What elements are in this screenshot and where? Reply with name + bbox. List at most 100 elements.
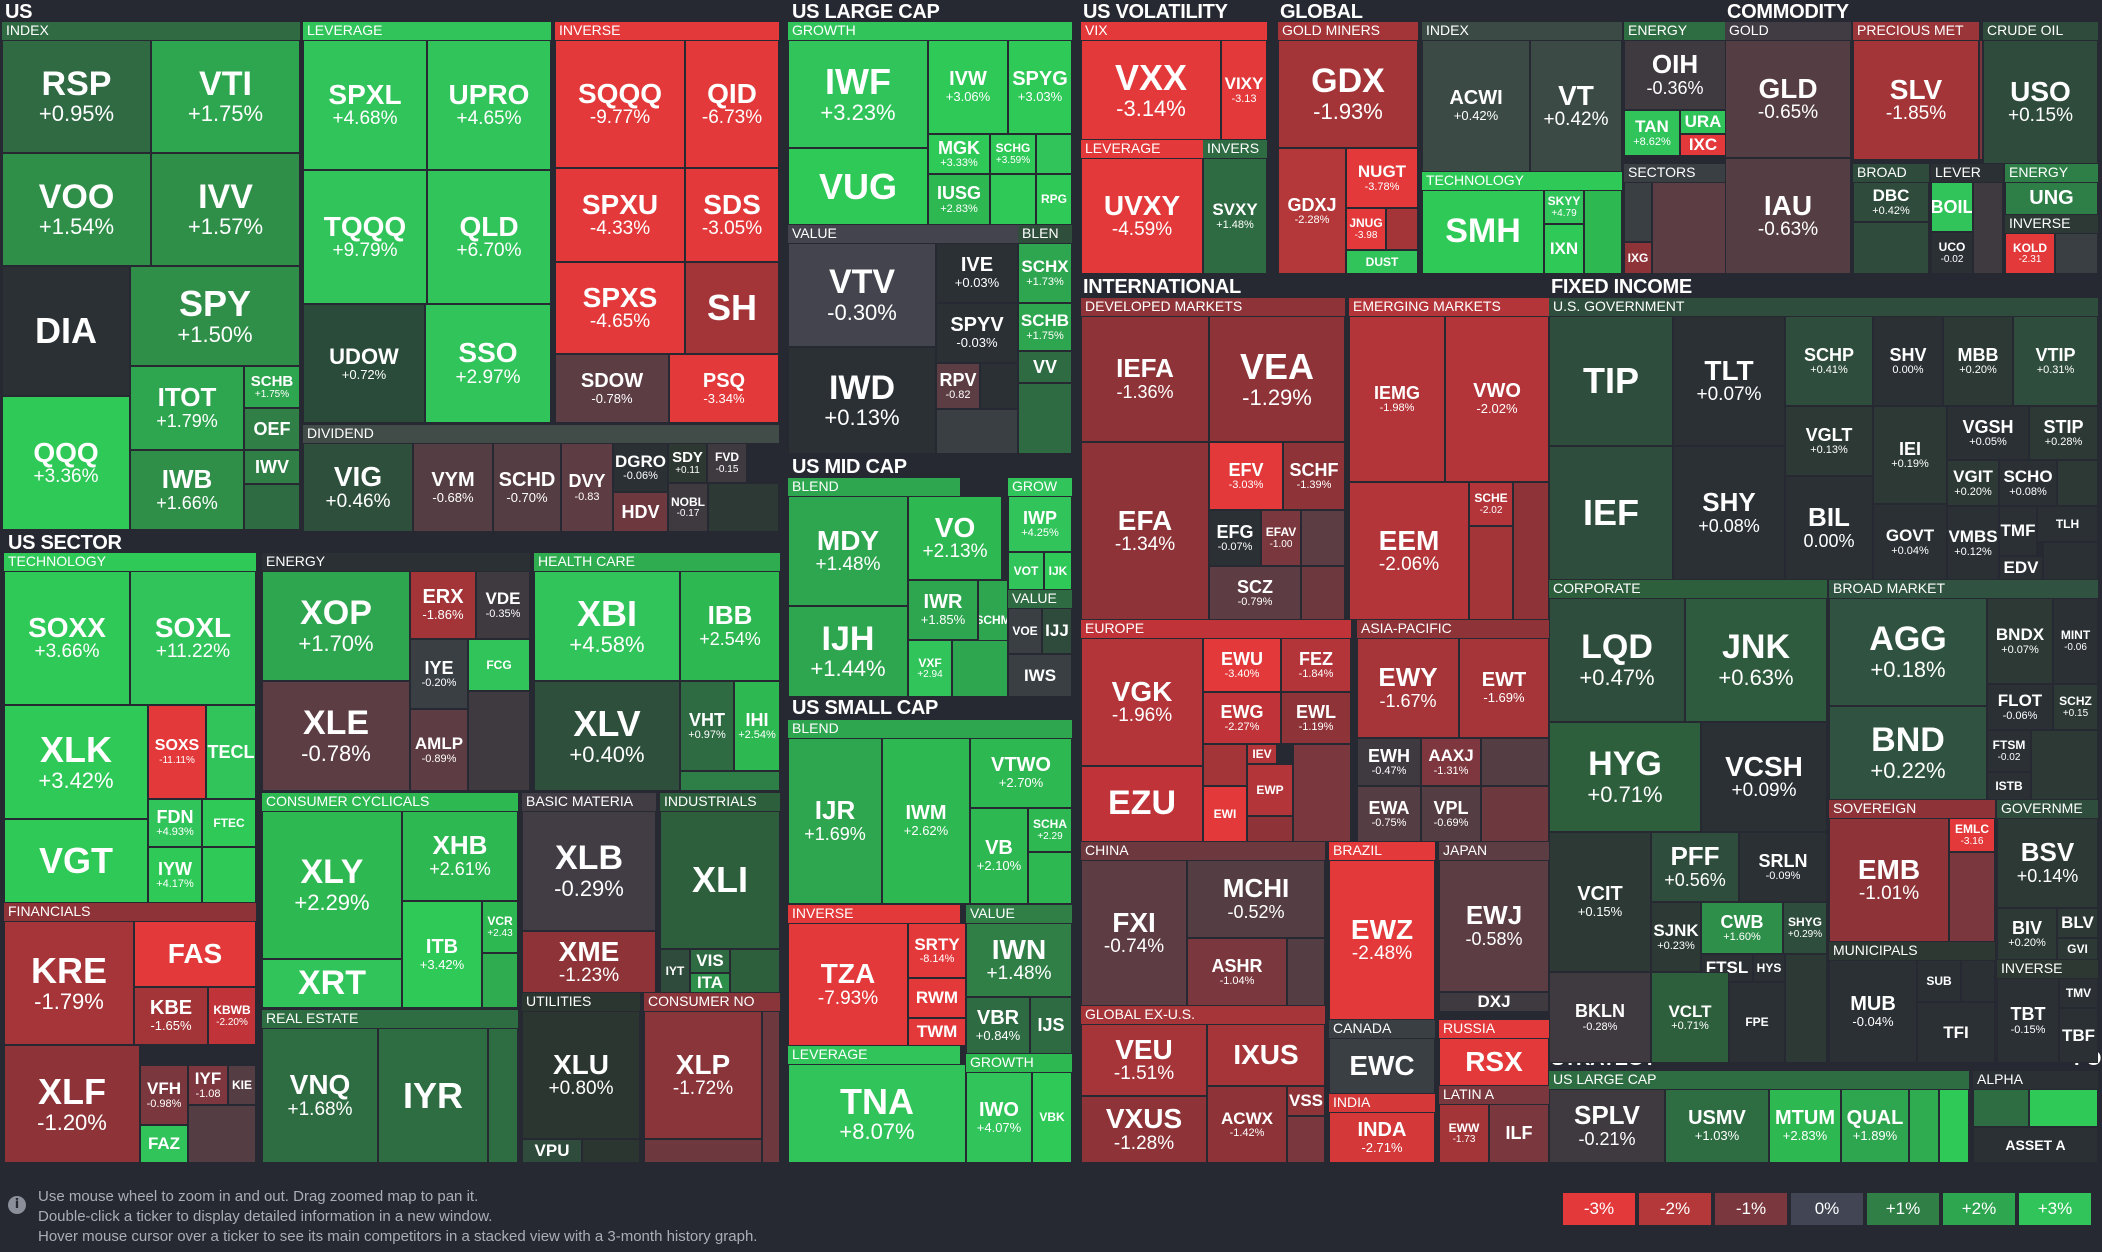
ticker-tile-schf[interactable]: SCHF -1.39% — [1283, 442, 1345, 510]
ticker-tile-ijr[interactable]: IJR +1.69% — [788, 738, 882, 904]
ticker-tile-vde[interactable]: VDE -0.35% — [476, 571, 530, 639]
ticker-tile-schx[interactable]: SCHX +1.73% — [1018, 243, 1072, 303]
ticker-tile-ixus[interactable]: IXUS — [1207, 1024, 1325, 1086]
ticker-tile[interactable] — [1652, 182, 1726, 274]
ticker-tile-iwb[interactable]: IWB +1.66% — [130, 450, 244, 530]
ticker-tile-vcr[interactable]: VCR +2.43 — [482, 901, 518, 953]
ticker-tile-acwi[interactable]: ACWI +0.42% — [1422, 40, 1530, 172]
ticker-tile-schz[interactable]: SCHZ +0.15 — [2053, 684, 2098, 730]
ticker-tile[interactable] — [762, 1011, 780, 1163]
ticker-tile-dia[interactable]: DIA — [2, 266, 130, 396]
ticker-tile-tlh[interactable]: TLH — [2037, 506, 2098, 542]
ticker-tile[interactable] — [1979, 40, 1983, 160]
ticker-tile-ftec[interactable]: FTEC — [202, 799, 256, 847]
ticker-tile-mbb[interactable]: MBB +0.20% — [1943, 316, 2013, 406]
ticker-tile-schg[interactable]: SCHG +3.59% — [990, 134, 1036, 174]
ticker-tile-iwv[interactable]: IWV — [244, 450, 300, 484]
ticker-tile[interactable] — [1584, 190, 1622, 274]
ticker-tile-vv[interactable]: VV — [1018, 351, 1072, 383]
ticker-tile-acwx[interactable]: ACWX -1.42% — [1207, 1086, 1287, 1163]
ticker-tile-vgit[interactable]: VGIT +0.20% — [1947, 460, 1999, 506]
ticker-tile-udow[interactable]: UDOW +0.72% — [303, 304, 425, 423]
ticker-tile[interactable] — [1973, 182, 2003, 274]
ticker-tile-ewh[interactable]: EWH -0.47% — [1357, 738, 1421, 786]
ticker-tile-vtip[interactable]: VTIP +0.31% — [2013, 316, 2098, 406]
ticker-tile-scha[interactable]: SCHA +2.29 — [1028, 808, 1072, 852]
ticker-tile-asset-a[interactable]: ASSET A — [1973, 1127, 2098, 1163]
ticker-tile-fcg[interactable]: FCG — [468, 639, 530, 691]
ticker-tile-vglt[interactable]: VGLT +0.13% — [1785, 406, 1873, 476]
ticker-tile-sdow[interactable]: SDOW -0.78% — [555, 354, 669, 423]
ticker-tile-sub[interactable]: SUB — [1917, 960, 1961, 1002]
ticker-tile[interactable] — [1481, 786, 1549, 842]
ticker-tile[interactable] — [2029, 1089, 2098, 1127]
ticker-tile[interactable] — [1287, 938, 1325, 1006]
ticker-tile-tfi[interactable]: TFI — [1917, 1002, 1995, 1063]
ticker-tile-fdn[interactable]: FDN +4.93% — [148, 799, 202, 847]
ticker-tile[interactable] — [2057, 460, 2098, 506]
ticker-tile-ijh[interactable]: IJH +1.44% — [788, 606, 908, 697]
ticker-tile-ewz[interactable]: EWZ -2.48% — [1329, 860, 1435, 1020]
ticker-tile-slv[interactable]: SLV -1.85% — [1853, 40, 1979, 160]
ticker-tile[interactable] — [1247, 816, 1293, 842]
ticker-tile-bnd[interactable]: BND +0.22% — [1829, 706, 1987, 800]
ticker-tile-psq[interactable]: PSQ -3.34% — [669, 354, 779, 423]
ticker-tile-vt[interactable]: VT +0.42% — [1530, 40, 1622, 172]
ticker-tile[interactable] — [1949, 852, 1995, 942]
ticker-tile-xbi[interactable]: XBI +4.58% — [534, 571, 680, 681]
ticker-tile-fas[interactable]: FAS — [134, 921, 256, 987]
ticker-tile-cwb[interactable]: CWB +1.60% — [1701, 902, 1783, 954]
ticker-tile-tqqq[interactable]: TQQQ +9.79% — [303, 170, 427, 304]
ticker-tile-jnk[interactable]: JNK +0.63% — [1685, 598, 1827, 722]
ticker-tile-qid[interactable]: QID -6.73% — [685, 40, 779, 168]
ticker-tile-vxf[interactable]: VXF +2.94 — [908, 640, 952, 697]
ticker-tile-iau[interactable]: IAU -0.63% — [1725, 158, 1851, 274]
ticker-tile-vht[interactable]: VHT +0.97% — [680, 681, 734, 771]
ticker-tile-twm[interactable]: TWM — [908, 1018, 966, 1046]
ticker-tile-iyf[interactable]: IYF -1.08 — [188, 1065, 228, 1105]
ticker-tile-tmf[interactable]: TMF — [1999, 506, 2037, 556]
ticker-tile-ijs[interactable]: IJS — [1030, 997, 1072, 1054]
ticker-tile-dust[interactable]: DUST — [1346, 250, 1418, 274]
ticker-tile-aaxj[interactable]: AAXJ -1.31% — [1421, 738, 1481, 786]
ticker-tile-vnq[interactable]: VNQ +1.68% — [262, 1028, 378, 1163]
ticker-tile-iusg[interactable]: IUSG +2.83% — [928, 174, 990, 225]
ticker-tile-vgsh[interactable]: VGSH +0.05% — [1947, 406, 2029, 460]
ticker-tile[interactable] — [730, 949, 780, 993]
ticker-tile-inda[interactable]: INDA -2.71% — [1329, 1112, 1435, 1163]
ticker-tile-ewl[interactable]: EWL -1.19% — [1281, 692, 1351, 744]
ticker-tile-ilf[interactable]: ILF — [1489, 1104, 1549, 1163]
ticker-tile-vot[interactable]: VOT — [1008, 552, 1044, 590]
ticker-tile-iwm[interactable]: IWM +2.62% — [882, 738, 970, 904]
ticker-tile[interactable] — [468, 691, 530, 791]
ticker-tile-qual[interactable]: QUAL +1.89% — [1841, 1089, 1909, 1163]
ticker-tile-ewp[interactable]: EWP — [1247, 764, 1293, 816]
ticker-tile-tbf[interactable]: TBF — [2059, 1008, 2098, 1063]
ticker-tile-kbe[interactable]: KBE -1.65% — [134, 987, 208, 1045]
ticker-tile-ewc[interactable]: EWC — [1329, 1038, 1435, 1094]
ticker-tile-ief[interactable]: IEF — [1549, 446, 1673, 580]
ticker-tile-sh[interactable]: SH — [685, 262, 779, 354]
ticker-tile[interactable] — [1203, 744, 1247, 786]
ticker-tile-ixg[interactable]: IXG — [1624, 242, 1652, 274]
ticker-tile-iwn[interactable]: IWN +1.48% — [966, 923, 1072, 997]
ticker-tile-iye[interactable]: IYE -0.20% — [410, 639, 468, 709]
ticker-tile-blv[interactable]: BLV — [2057, 908, 2098, 938]
ticker-tile-ewu[interactable]: EWU -3.40% — [1203, 638, 1281, 692]
ticker-tile-ewg[interactable]: EWG -2.27% — [1203, 692, 1281, 744]
ticker-tile-soxx[interactable]: SOXX +3.66% — [4, 571, 130, 705]
ticker-tile[interactable] — [488, 1028, 518, 1163]
ticker-tile-schp[interactable]: SCHP +0.41% — [1785, 316, 1873, 406]
ticker-tile-sjnk[interactable]: SJNK +0.23% — [1651, 902, 1701, 972]
ticker-tile-vixy[interactable]: VIXY -3.13 — [1221, 40, 1267, 140]
ticker-tile-efa[interactable]: EFA -1.34% — [1081, 442, 1209, 620]
ticker-tile-bkln[interactable]: BKLN -0.28% — [1549, 972, 1651, 1063]
ticker-tile-vtv[interactable]: VTV -0.30% — [788, 243, 936, 347]
ticker-tile-tbt[interactable]: TBT -0.15% — [1997, 978, 2059, 1063]
ticker-tile-ftsm[interactable]: FTSM -0.02 — [1987, 730, 2031, 772]
ticker-tile-xme[interactable]: XME -1.23% — [522, 931, 656, 993]
ticker-tile[interactable] — [1036, 134, 1072, 174]
ticker-tile[interactable] — [1469, 526, 1513, 620]
ticker-tile[interactable] — [2043, 542, 2098, 580]
ticker-tile[interactable] — [482, 953, 518, 1008]
